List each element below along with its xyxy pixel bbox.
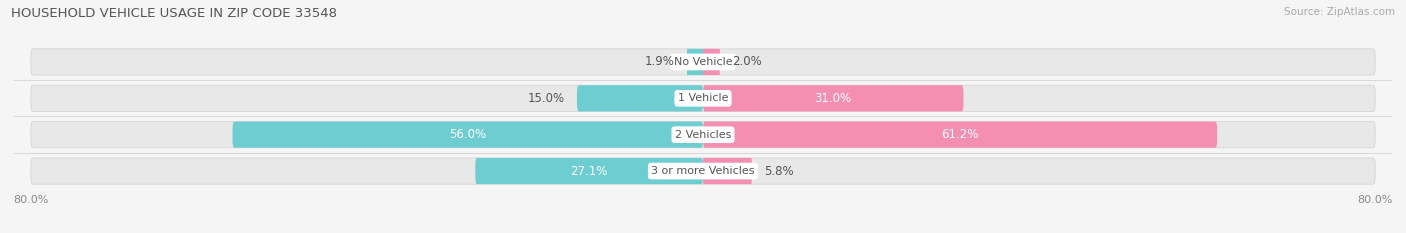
Text: HOUSEHOLD VEHICLE USAGE IN ZIP CODE 33548: HOUSEHOLD VEHICLE USAGE IN ZIP CODE 3354… [11, 7, 337, 20]
Text: 56.0%: 56.0% [449, 128, 486, 141]
Text: 3 or more Vehicles: 3 or more Vehicles [651, 166, 755, 176]
Text: Source: ZipAtlas.com: Source: ZipAtlas.com [1284, 7, 1395, 17]
Text: 1 Vehicle: 1 Vehicle [678, 93, 728, 103]
FancyBboxPatch shape [475, 158, 703, 184]
Text: 15.0%: 15.0% [527, 92, 564, 105]
Text: 1.9%: 1.9% [644, 55, 675, 69]
FancyBboxPatch shape [703, 85, 963, 111]
FancyBboxPatch shape [703, 158, 752, 184]
Text: 2 Vehicles: 2 Vehicles [675, 130, 731, 140]
Text: 61.2%: 61.2% [942, 128, 979, 141]
FancyBboxPatch shape [31, 85, 1375, 111]
Text: 5.8%: 5.8% [765, 164, 794, 178]
FancyBboxPatch shape [232, 122, 703, 148]
Text: 27.1%: 27.1% [571, 164, 607, 178]
Text: 2.0%: 2.0% [733, 55, 762, 69]
FancyBboxPatch shape [703, 122, 1218, 148]
FancyBboxPatch shape [576, 85, 703, 111]
Text: 31.0%: 31.0% [814, 92, 852, 105]
FancyBboxPatch shape [31, 158, 1375, 184]
FancyBboxPatch shape [688, 49, 703, 75]
FancyBboxPatch shape [703, 49, 720, 75]
FancyBboxPatch shape [31, 49, 1375, 75]
Text: No Vehicle: No Vehicle [673, 57, 733, 67]
FancyBboxPatch shape [31, 122, 1375, 148]
